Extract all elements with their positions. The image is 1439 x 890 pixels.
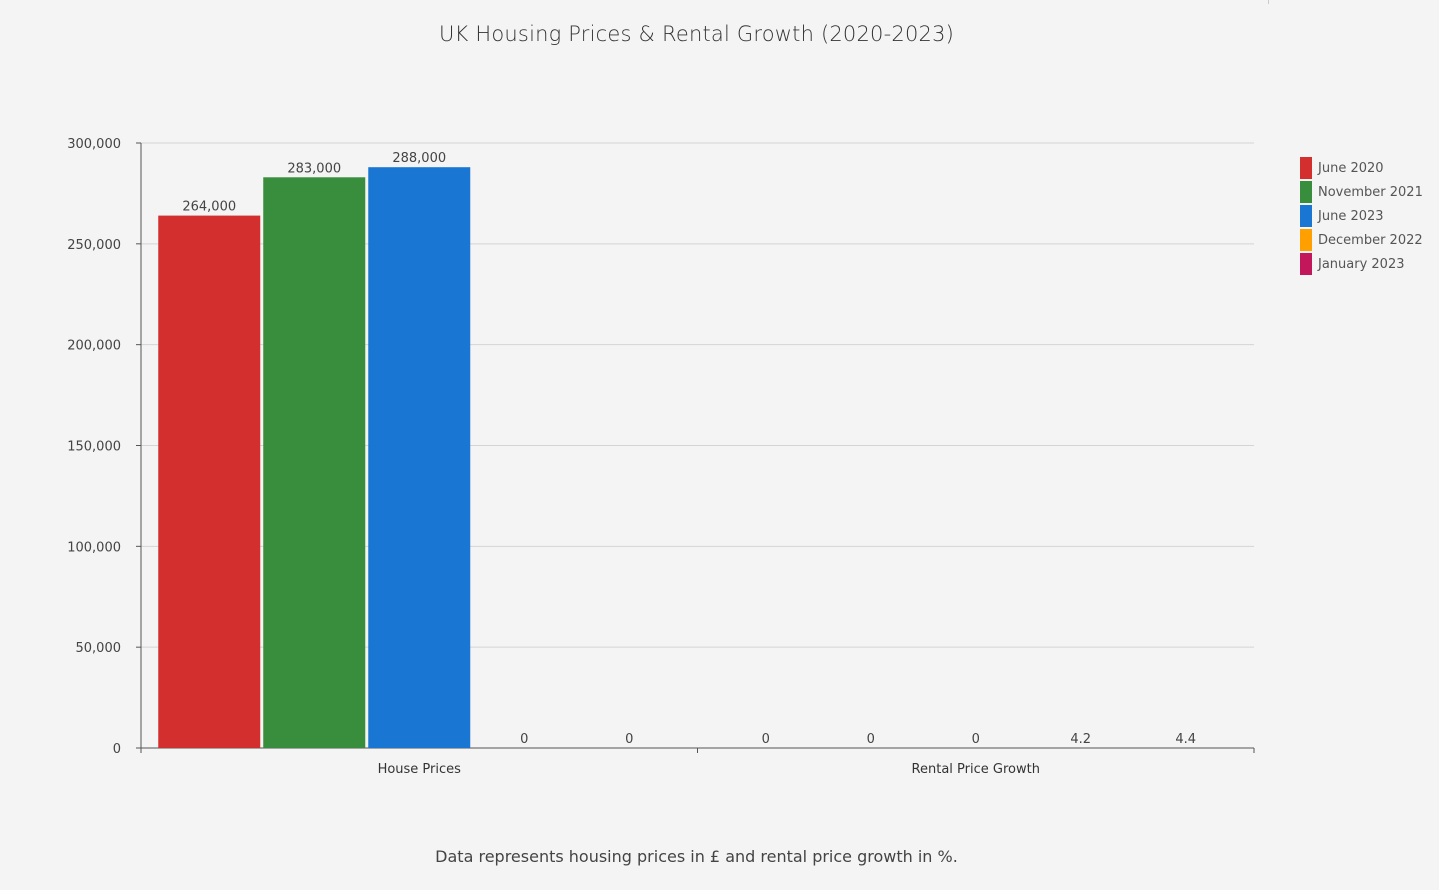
- legend-item[interactable]: November 2021: [1300, 181, 1423, 203]
- legend-swatch: [1300, 181, 1312, 203]
- legend-swatch: [1300, 205, 1312, 227]
- y-tick-label: 200,000: [67, 339, 121, 354]
- bar: [263, 177, 366, 749]
- legend-item[interactable]: June 2023: [1300, 205, 1423, 227]
- data-label: 283,000: [287, 161, 341, 176]
- legend-item[interactable]: June 2020: [1300, 157, 1423, 179]
- chart-legend: June 2020 November 2021 June 2023 December …: [1300, 157, 1423, 277]
- data-label: 0: [762, 732, 770, 747]
- legend-swatch: [1300, 229, 1312, 251]
- chart-title: UK Housing Prices & Rental Growth (2020-…: [438, 22, 955, 46]
- y-tick-label: 300,000: [67, 137, 121, 152]
- legend-item[interactable]: January 2023: [1300, 253, 1423, 275]
- legend-swatch: [1300, 253, 1312, 275]
- legend-label: June 2023: [1318, 208, 1384, 224]
- data-label: 0: [972, 732, 980, 747]
- data-label: 0: [867, 732, 875, 747]
- data-label: 288,000: [392, 151, 446, 166]
- y-tick-label: 150,000: [67, 440, 121, 455]
- legend-label: December 2022: [1318, 232, 1423, 248]
- legend-item[interactable]: December 2022: [1300, 229, 1423, 251]
- legend-label: January 2023: [1318, 256, 1405, 272]
- data-label: 0: [625, 732, 633, 747]
- data-label: 4.4: [1175, 732, 1196, 747]
- y-tick-label: 0: [113, 742, 121, 757]
- y-tick-label: 250,000: [67, 238, 121, 253]
- data-label: 4.2: [1070, 732, 1091, 747]
- bar: [368, 167, 471, 748]
- top-edge-line: [1268, 0, 1269, 4]
- x-tick-label: Rental Price Growth: [912, 762, 1040, 777]
- legend-label: November 2021: [1318, 184, 1423, 200]
- y-tick-label: 100,000: [67, 540, 121, 555]
- legend-swatch: [1300, 157, 1312, 179]
- chart-footer-note: Data represents housing prices in £ and …: [435, 847, 958, 866]
- bar: [158, 215, 261, 749]
- legend-label: June 2020: [1318, 160, 1384, 176]
- x-tick-label: House Prices: [378, 762, 462, 777]
- data-label: 264,000: [182, 200, 236, 215]
- data-label: 0: [520, 732, 528, 747]
- y-tick-label: 50,000: [76, 641, 122, 656]
